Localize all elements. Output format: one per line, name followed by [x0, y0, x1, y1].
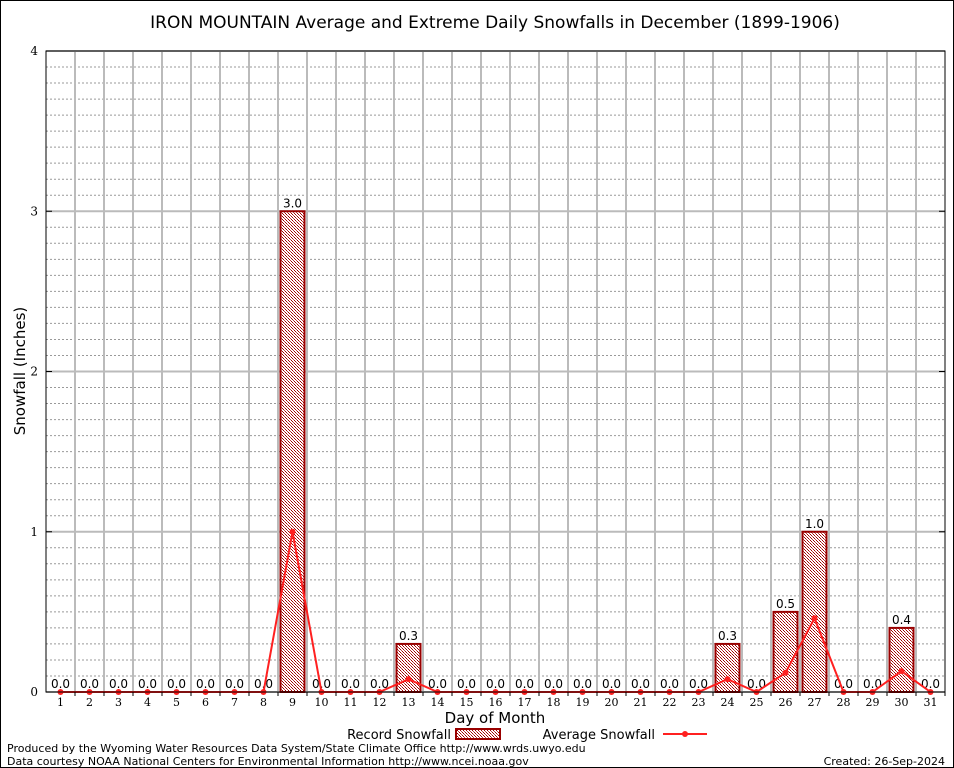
x-tick-label: 27 — [808, 696, 822, 709]
bar-data-label: 0.0 — [515, 677, 534, 691]
bar-record — [888, 626, 915, 694]
x-tick-label: 26 — [779, 696, 793, 709]
x-tick-label: 25 — [750, 696, 764, 709]
average-point — [782, 669, 789, 676]
x-tick-label: 19 — [576, 696, 590, 709]
x-tick-label: 18 — [547, 696, 561, 709]
average-point — [811, 615, 818, 622]
x-tick-label: 15 — [460, 696, 474, 709]
y-tick-label: 1 — [30, 525, 38, 539]
bar-data-label: 0.0 — [225, 677, 244, 691]
bar-data-label: 0.0 — [370, 677, 389, 691]
bar-data-label: 0.0 — [863, 677, 882, 691]
x-tick-label: 23 — [692, 696, 706, 709]
x-tick-label: 31 — [924, 696, 938, 709]
x-tick-label: 10 — [315, 696, 329, 709]
bar-data-label: 0.0 — [921, 677, 940, 691]
x-tick-label: 6 — [202, 696, 209, 709]
x-tick-label: 22 — [663, 696, 677, 709]
bar-data-label: 0.0 — [689, 677, 708, 691]
average-point — [405, 676, 412, 683]
x-tick-label: 5 — [173, 696, 180, 709]
footer-created: Created: 26-Sep-2024 — [823, 755, 945, 768]
bar-record — [395, 642, 422, 693]
legend-marker-average — [682, 731, 688, 737]
bar-data-label: 0.3 — [718, 629, 737, 643]
bar-record — [714, 642, 741, 693]
x-tick-label: 20 — [605, 696, 619, 709]
y-axis-label: Snowfall (Inches) — [11, 307, 29, 435]
bar-data-label: 0.0 — [196, 677, 215, 691]
footer-courtesy: Data courtesy NOAA National Centers for … — [7, 755, 529, 768]
x-tick-label: 28 — [837, 696, 851, 709]
bar-data-label: 0.0 — [747, 677, 766, 691]
legend-label-record: Record Snowfall — [347, 728, 451, 743]
bar-data-label: 0.5 — [776, 597, 795, 611]
average-point — [898, 668, 905, 675]
x-tick-label: 24 — [721, 696, 735, 709]
legend-label-average: Average Snowfall — [543, 728, 655, 743]
y-tick-label: 2 — [30, 365, 38, 379]
y-tick-label: 4 — [30, 44, 38, 58]
bar-data-label: 0.0 — [631, 677, 650, 691]
y-tick-label: 0 — [30, 685, 38, 699]
bars: 0.0 0.0 0.0 0.0 0.0 0.0 0.0 0.0 3.0 0.0 0.0 0.0 0.3 0… — [51, 196, 940, 694]
x-tick-label: 1 — [57, 696, 64, 709]
legend: Record Snowfall Average Snowfall — [347, 728, 707, 743]
chart-title: IRON MOUNTAIN Average and Extreme Daily … — [150, 13, 840, 33]
x-tick-label: 13 — [402, 696, 416, 709]
bar-data-label: 0.0 — [834, 677, 853, 691]
bar-data-label: 0.0 — [544, 677, 563, 691]
bar-data-label: 0.0 — [167, 677, 186, 691]
bar-data-label: 0.0 — [80, 677, 99, 691]
x-tick-label: 9 — [289, 696, 296, 709]
bar-data-label: 0.4 — [892, 613, 911, 627]
bar-data-label: 0.0 — [138, 677, 157, 691]
average-point — [289, 528, 296, 535]
grid — [46, 50, 945, 693]
x-tick-label: 29 — [866, 696, 880, 709]
bar-data-label: 0.0 — [428, 677, 447, 691]
x-tick-label: 17 — [518, 696, 532, 709]
x-tick-label: 4 — [144, 696, 151, 709]
x-tick-label: 16 — [489, 696, 503, 709]
bar-data-label: 0.0 — [486, 677, 505, 691]
bar-data-label: 0.0 — [312, 677, 331, 691]
bar-data-label: 3.0 — [283, 196, 302, 210]
bar-data-label: 0.3 — [399, 629, 418, 643]
x-tick-label: 2 — [86, 696, 93, 709]
bar-data-label: 1.0 — [805, 517, 824, 531]
x-tick-label: 11 — [344, 696, 358, 709]
bar-data-label: 0.0 — [254, 677, 273, 691]
y-tick-label: 3 — [30, 204, 38, 218]
bar-data-label: 0.0 — [660, 677, 679, 691]
x-tick-label: 8 — [260, 696, 267, 709]
x-axis-label: Day of Month — [445, 709, 546, 727]
bar-data-label: 0.0 — [573, 677, 592, 691]
x-tick-label: 21 — [634, 696, 648, 709]
x-tick-label: 30 — [895, 696, 909, 709]
bar-data-label: 0.0 — [51, 677, 70, 691]
bar-data-label: 0.0 — [457, 677, 476, 691]
bar-record — [801, 530, 828, 693]
x-tick-label: 3 — [115, 696, 122, 709]
x-tick-label: 12 — [373, 696, 387, 709]
bar-data-label: 0.0 — [341, 677, 360, 691]
x-tick-label: 14 — [431, 696, 445, 709]
average-point — [724, 676, 731, 683]
bar-data-label: 0.0 — [602, 677, 621, 691]
x-tick-label: 7 — [231, 696, 238, 709]
legend-swatch-record — [455, 728, 501, 740]
bar-record — [772, 610, 799, 693]
bar-data-label: 0.0 — [109, 677, 128, 691]
bar-record — [279, 210, 306, 693]
footer-produced-by: Produced by the Wyoming Water Resources … — [7, 742, 586, 755]
